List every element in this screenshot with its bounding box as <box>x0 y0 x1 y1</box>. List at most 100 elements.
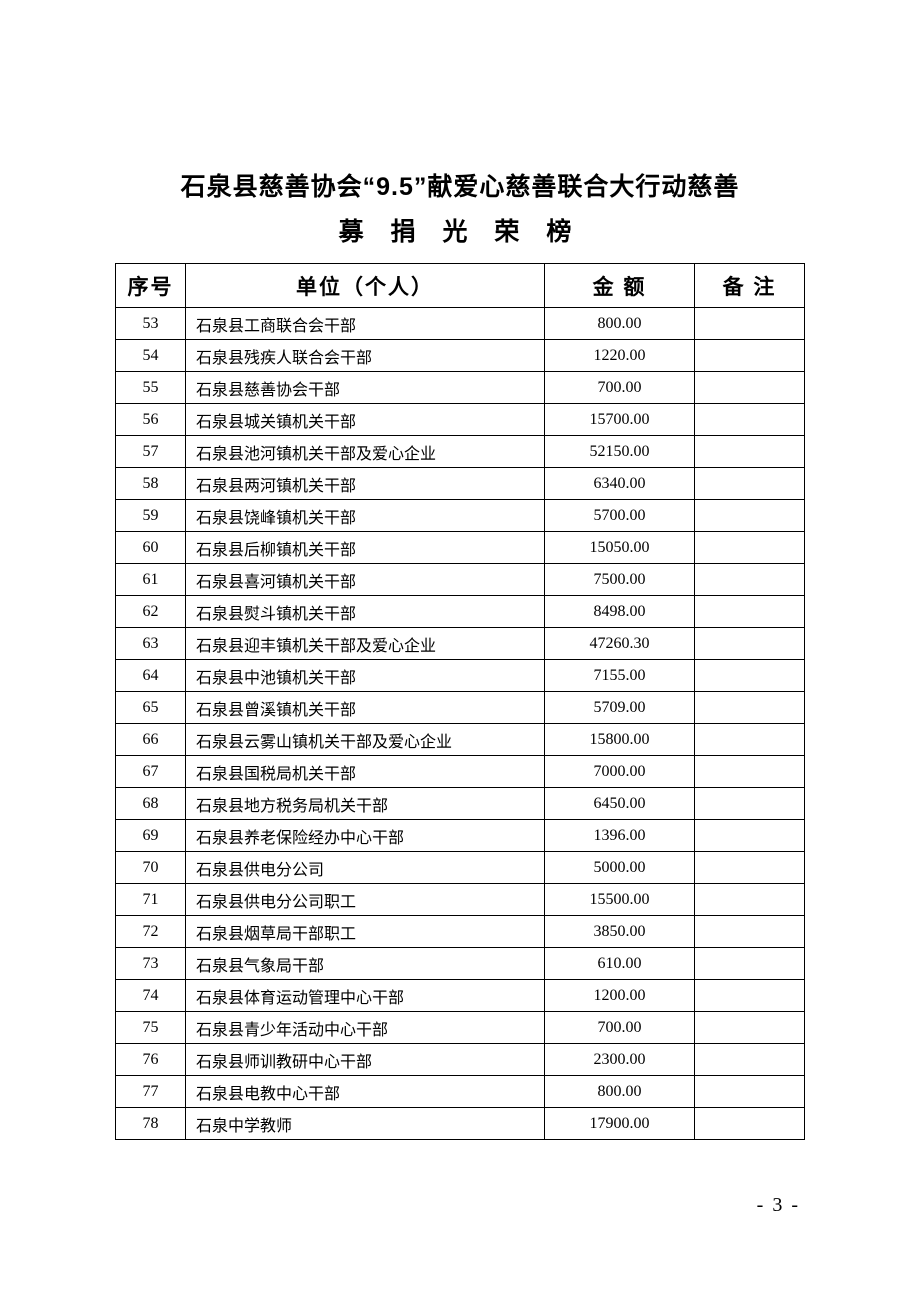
cell-seq: 72 <box>116 916 186 948</box>
table-row: 63石泉县迎丰镇机关干部及爱心企业47260.30 <box>116 628 805 660</box>
cell-amount: 2300.00 <box>545 1044 695 1076</box>
cell-note <box>695 340 805 372</box>
cell-note <box>695 820 805 852</box>
cell-seq: 74 <box>116 980 186 1012</box>
table-row: 75石泉县青少年活动中心干部700.00 <box>116 1012 805 1044</box>
cell-amount: 610.00 <box>545 948 695 980</box>
header-seq: 序号 <box>116 264 186 308</box>
cell-seq: 76 <box>116 1044 186 1076</box>
cell-seq: 69 <box>116 820 186 852</box>
cell-amount: 47260.30 <box>545 628 695 660</box>
table-row: 74石泉县体育运动管理中心干部1200.00 <box>116 980 805 1012</box>
cell-note <box>695 1012 805 1044</box>
cell-unit: 石泉县迎丰镇机关干部及爱心企业 <box>186 628 545 660</box>
table-row: 60石泉县后柳镇机关干部15050.00 <box>116 532 805 564</box>
cell-note <box>695 948 805 980</box>
cell-seq: 58 <box>116 468 186 500</box>
cell-seq: 65 <box>116 692 186 724</box>
cell-note <box>695 724 805 756</box>
table-row: 54石泉县残疾人联合会干部1220.00 <box>116 340 805 372</box>
cell-amount: 15500.00 <box>545 884 695 916</box>
cell-unit: 石泉县烟草局干部职工 <box>186 916 545 948</box>
table-row: 71石泉县供电分公司职工15500.00 <box>116 884 805 916</box>
cell-amount: 15800.00 <box>545 724 695 756</box>
table-row: 53石泉县工商联合会干部800.00 <box>116 308 805 340</box>
cell-seq: 63 <box>116 628 186 660</box>
cell-unit: 石泉县供电分公司职工 <box>186 884 545 916</box>
cell-seq: 64 <box>116 660 186 692</box>
donation-table: 序号 单位（个人） 金 额 备 注 53石泉县工商联合会干部800.0054石泉… <box>115 263 805 1140</box>
cell-unit: 石泉县中池镇机关干部 <box>186 660 545 692</box>
cell-amount: 5709.00 <box>545 692 695 724</box>
cell-unit: 石泉县池河镇机关干部及爱心企业 <box>186 436 545 468</box>
cell-seq: 75 <box>116 1012 186 1044</box>
table-row: 56石泉县城关镇机关干部15700.00 <box>116 404 805 436</box>
cell-note <box>695 916 805 948</box>
cell-seq: 61 <box>116 564 186 596</box>
cell-note <box>695 1108 805 1140</box>
cell-amount: 700.00 <box>545 372 695 404</box>
cell-unit: 石泉县慈善协会干部 <box>186 372 545 404</box>
cell-seq: 73 <box>116 948 186 980</box>
cell-amount: 3850.00 <box>545 916 695 948</box>
cell-unit: 石泉县国税局机关干部 <box>186 756 545 788</box>
cell-note <box>695 756 805 788</box>
cell-amount: 52150.00 <box>545 436 695 468</box>
cell-seq: 57 <box>116 436 186 468</box>
table-header-row: 序号 单位（个人） 金 额 备 注 <box>116 264 805 308</box>
cell-seq: 53 <box>116 308 186 340</box>
cell-unit: 石泉县两河镇机关干部 <box>186 468 545 500</box>
cell-amount: 17900.00 <box>545 1108 695 1140</box>
cell-unit: 石泉县饶峰镇机关干部 <box>186 500 545 532</box>
page-number: - 3 - <box>757 1194 800 1217</box>
cell-note <box>695 500 805 532</box>
cell-seq: 54 <box>116 340 186 372</box>
cell-seq: 59 <box>116 500 186 532</box>
cell-unit: 石泉县电教中心干部 <box>186 1076 545 1108</box>
cell-unit: 石泉县师训教研中心干部 <box>186 1044 545 1076</box>
header-unit: 单位（个人） <box>186 264 545 308</box>
table-row: 67石泉县国税局机关干部7000.00 <box>116 756 805 788</box>
cell-unit: 石泉中学教师 <box>186 1108 545 1140</box>
table-row: 73石泉县气象局干部610.00 <box>116 948 805 980</box>
cell-amount: 5000.00 <box>545 852 695 884</box>
table-row: 68石泉县地方税务局机关干部6450.00 <box>116 788 805 820</box>
table-row: 72石泉县烟草局干部职工3850.00 <box>116 916 805 948</box>
cell-unit: 石泉县地方税务局机关干部 <box>186 788 545 820</box>
cell-unit: 石泉县城关镇机关干部 <box>186 404 545 436</box>
cell-unit: 石泉县喜河镇机关干部 <box>186 564 545 596</box>
cell-unit: 石泉县养老保险经办中心干部 <box>186 820 545 852</box>
cell-amount: 7000.00 <box>545 756 695 788</box>
cell-seq: 60 <box>116 532 186 564</box>
cell-note <box>695 628 805 660</box>
table-row: 65石泉县曾溪镇机关干部5709.00 <box>116 692 805 724</box>
cell-unit: 石泉县气象局干部 <box>186 948 545 980</box>
table-row: 55石泉县慈善协会干部700.00 <box>116 372 805 404</box>
cell-note <box>695 884 805 916</box>
cell-amount: 6450.00 <box>545 788 695 820</box>
table-row: 62石泉县熨斗镇机关干部8498.00 <box>116 596 805 628</box>
cell-seq: 68 <box>116 788 186 820</box>
cell-note <box>695 404 805 436</box>
cell-note <box>695 1076 805 1108</box>
cell-amount: 6340.00 <box>545 468 695 500</box>
cell-unit: 石泉县云雾山镇机关干部及爱心企业 <box>186 724 545 756</box>
table-row: 66石泉县云雾山镇机关干部及爱心企业15800.00 <box>116 724 805 756</box>
table-row: 69石泉县养老保险经办中心干部1396.00 <box>116 820 805 852</box>
table-row: 78石泉中学教师17900.00 <box>116 1108 805 1140</box>
title-line-2: 募 捐 光 荣 榜 <box>115 210 805 255</box>
cell-note <box>695 436 805 468</box>
title-line-1: 石泉县慈善协会“9.5”献爱心慈善联合大行动慈善 <box>115 165 805 210</box>
header-amount: 金 额 <box>545 264 695 308</box>
cell-unit: 石泉县体育运动管理中心干部 <box>186 980 545 1012</box>
cell-note <box>695 980 805 1012</box>
table-row: 59石泉县饶峰镇机关干部5700.00 <box>116 500 805 532</box>
cell-amount: 15050.00 <box>545 532 695 564</box>
cell-note <box>695 308 805 340</box>
cell-unit: 石泉县残疾人联合会干部 <box>186 340 545 372</box>
cell-unit: 石泉县供电分公司 <box>186 852 545 884</box>
table-row: 77石泉县电教中心干部800.00 <box>116 1076 805 1108</box>
cell-amount: 1220.00 <box>545 340 695 372</box>
cell-amount: 15700.00 <box>545 404 695 436</box>
cell-seq: 66 <box>116 724 186 756</box>
